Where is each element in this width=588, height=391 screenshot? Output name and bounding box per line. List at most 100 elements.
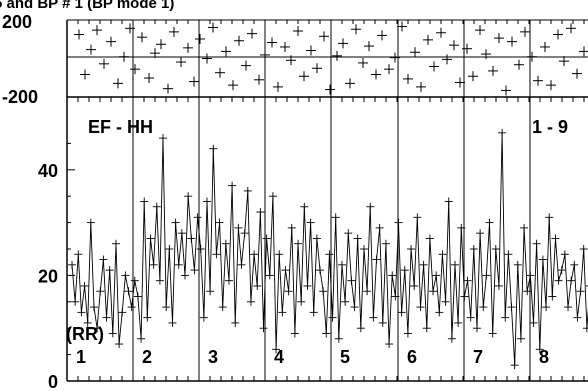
series-point: [359, 245, 368, 253]
scatter-point: [208, 22, 218, 33]
series-point: [560, 250, 569, 259]
series-point: [567, 276, 576, 285]
scatter-point: [462, 43, 472, 54]
series-point: [400, 266, 409, 275]
scatter-point: [119, 51, 129, 62]
series-point: [504, 250, 513, 259]
ytick-label: 20: [38, 266, 58, 286]
series-point: [287, 223, 296, 232]
series-point: [206, 287, 215, 296]
scatter-point: [390, 52, 400, 63]
series-point: [265, 271, 274, 280]
series-point: [570, 260, 579, 269]
series-point: [250, 250, 259, 259]
series-point: [482, 271, 491, 280]
chart-frame: [66, 19, 588, 382]
scatter-point: [416, 81, 426, 92]
scatter-point: [572, 68, 582, 79]
series-point: [331, 213, 340, 222]
scatter-point: [377, 30, 387, 41]
scatter-point: [488, 65, 498, 76]
scatter-point: [306, 45, 316, 56]
scatter-point: [436, 27, 446, 38]
series-point: [375, 223, 384, 232]
series-point: [403, 329, 412, 338]
series-point: [215, 218, 224, 227]
ytick-label: 40: [38, 161, 58, 181]
series-point: [221, 239, 230, 248]
series-point: [573, 313, 582, 322]
series-point: [71, 297, 80, 306]
series-point: [385, 340, 394, 349]
scatter-point: [202, 53, 212, 64]
scatter-point: [189, 76, 199, 87]
bottom-ytick-labels: 40 20 0: [38, 161, 58, 391]
scatter-point: [80, 69, 90, 80]
series-point: [284, 287, 293, 296]
scatter-point: [215, 67, 225, 78]
scatter-point: [410, 47, 420, 58]
series-point: [344, 229, 353, 238]
series-point: [363, 287, 372, 296]
series-point: [77, 308, 86, 317]
annotation-left: EF - HH: [88, 117, 153, 137]
scatter-point: [99, 58, 109, 69]
scatter-point: [169, 26, 179, 37]
series-point: [444, 197, 453, 206]
series-point: [341, 297, 350, 306]
series-point: [334, 334, 343, 343]
scatter-point: [130, 64, 140, 75]
scatter-point: [137, 32, 147, 43]
scatter-point: [293, 25, 303, 36]
series-point: [130, 276, 139, 285]
scatter-point: [273, 81, 283, 92]
series-point: [319, 287, 328, 296]
series-point: [297, 297, 306, 306]
series-point: [228, 181, 237, 190]
series-point: [407, 245, 416, 253]
scatter-point: [280, 41, 290, 52]
panel-label-3: 3: [208, 347, 218, 367]
series-point: [253, 281, 262, 290]
scatter-point: [163, 83, 173, 94]
scatter-point: [319, 31, 329, 42]
series-point: [162, 303, 171, 312]
series-point: [532, 239, 541, 248]
series-point: [447, 334, 456, 343]
scatter-point: [286, 55, 296, 66]
series-point: [432, 271, 441, 280]
series-point: [246, 297, 255, 306]
series-point: [174, 260, 183, 269]
series-point: [74, 250, 83, 259]
series-point: [193, 213, 202, 222]
scatter-point: [468, 71, 478, 82]
series-point: [422, 324, 431, 333]
series-point: [350, 303, 359, 312]
series-point: [111, 239, 120, 248]
scatter-point: [455, 77, 465, 88]
scatter-point: [92, 25, 102, 36]
scatter-point: [520, 26, 530, 37]
series-point: [485, 218, 494, 227]
series-line: [71, 132, 588, 366]
series-point: [494, 281, 503, 290]
panel-label-7: 7: [473, 347, 483, 367]
series-point: [551, 234, 560, 243]
scatter-point: [494, 33, 504, 44]
series-point: [554, 276, 563, 285]
series-point: [68, 260, 76, 269]
scatter-point: [183, 42, 193, 53]
scatter-point: [384, 64, 394, 75]
scatter-point: [423, 34, 433, 45]
scatter-point: [113, 78, 123, 89]
scatter-point: [579, 46, 588, 57]
series-point: [457, 223, 466, 232]
scatter-point: [397, 21, 407, 32]
scatter-point: [540, 41, 550, 52]
series-point: [133, 292, 142, 301]
series-point: [300, 202, 309, 211]
series-point: [309, 308, 318, 317]
panel-number-labels: 1 2 3 4 5 6 7 8: [76, 347, 549, 367]
series-point: [149, 260, 158, 269]
series-point: [538, 255, 547, 264]
